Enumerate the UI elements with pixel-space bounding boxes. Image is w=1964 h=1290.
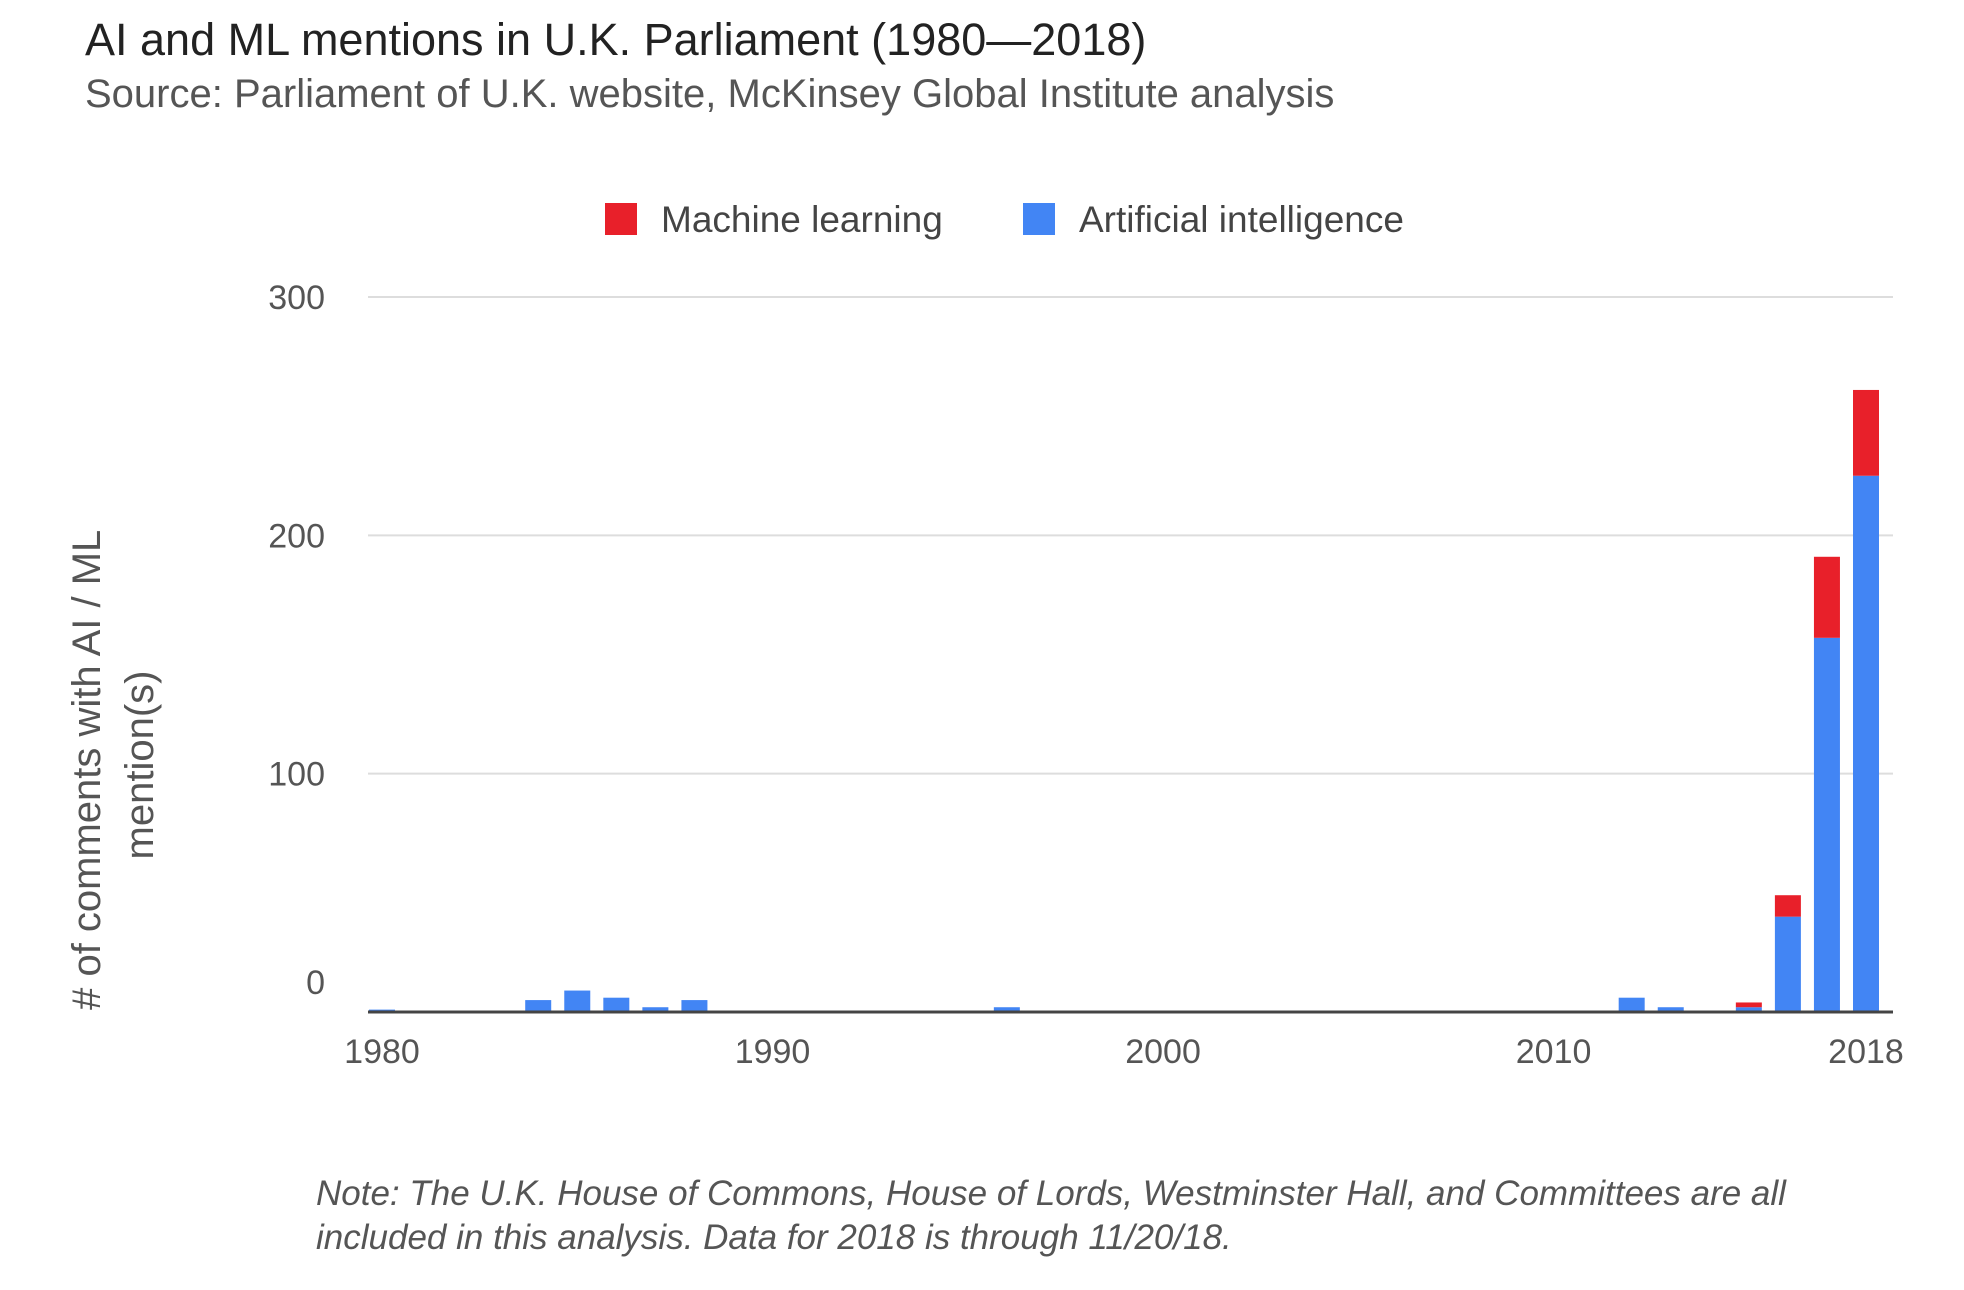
x-tick-label-1990: 1990 [735, 1033, 811, 1071]
bar-ai-2017 [1813, 637, 1840, 1012]
bar-ml-2018 [1853, 389, 1879, 476]
bar-ai-2016 [1774, 916, 1801, 1012]
legend-swatch-artificial-intelligence [1023, 203, 1055, 235]
bar-ai-1996 [993, 1007, 1020, 1012]
bar-ml-2016 [1774, 895, 1801, 917]
bar-ml-2017 [1813, 556, 1840, 638]
legend-label-artificial-intelligence: Artificial intelligence [1079, 199, 1404, 240]
footnote: Note: The U.K. House of Commons, House o… [316, 1174, 1786, 1257]
y-tick-label-0: 0 [306, 964, 325, 1002]
bar-ai-2015 [1735, 1007, 1762, 1012]
bar-ai-2012 [1618, 997, 1645, 1012]
bar-ai-1986 [603, 997, 630, 1012]
y-axis-label-line-1: # of comments with AI / ML [65, 531, 109, 1010]
x-tick-label-2010: 2010 [1516, 1033, 1592, 1071]
bar-ai-1985 [564, 990, 591, 1012]
legend-swatch-machine-learning [605, 203, 637, 235]
chart-title: AI and ML mentions in U.K. Parliament (1… [85, 14, 1147, 65]
x-tick-label-2000: 2000 [1125, 1033, 1201, 1071]
legend-label-machine-learning: Machine learning [661, 199, 943, 240]
legend: Machine learning Artificial intelligence [605, 199, 1404, 240]
bar-ai-1987 [642, 1007, 669, 1012]
y-axis-ticks: 0 100 200 300 [268, 279, 325, 1002]
y-axis-label-line-2: mention(s) [118, 671, 162, 860]
bar-ai-2018 [1853, 475, 1879, 1012]
y-tick-label-300: 300 [268, 279, 325, 317]
x-axis-ticks: 1980 1990 2000 2010 2018 [344, 1033, 1904, 1071]
y-tick-label-100: 100 [268, 756, 325, 794]
bar-ai-2013 [1657, 1007, 1684, 1012]
y-tick-label-200: 200 [268, 517, 325, 555]
y-axis-label: # of comments with AI / ML mention(s) [65, 520, 162, 1010]
x-tick-label-2018: 2018 [1828, 1033, 1904, 1071]
x-tick-label-1980: 1980 [344, 1033, 420, 1071]
gridlines [368, 296, 1893, 775]
chart-subtitle: Source: Parliament of U.K. website, McKi… [85, 72, 1335, 116]
bar-ai-1988 [681, 1000, 708, 1012]
bar-ml-2015 [1735, 1002, 1762, 1008]
bars [369, 389, 1879, 1012]
bar-ai-1984 [525, 1000, 552, 1012]
